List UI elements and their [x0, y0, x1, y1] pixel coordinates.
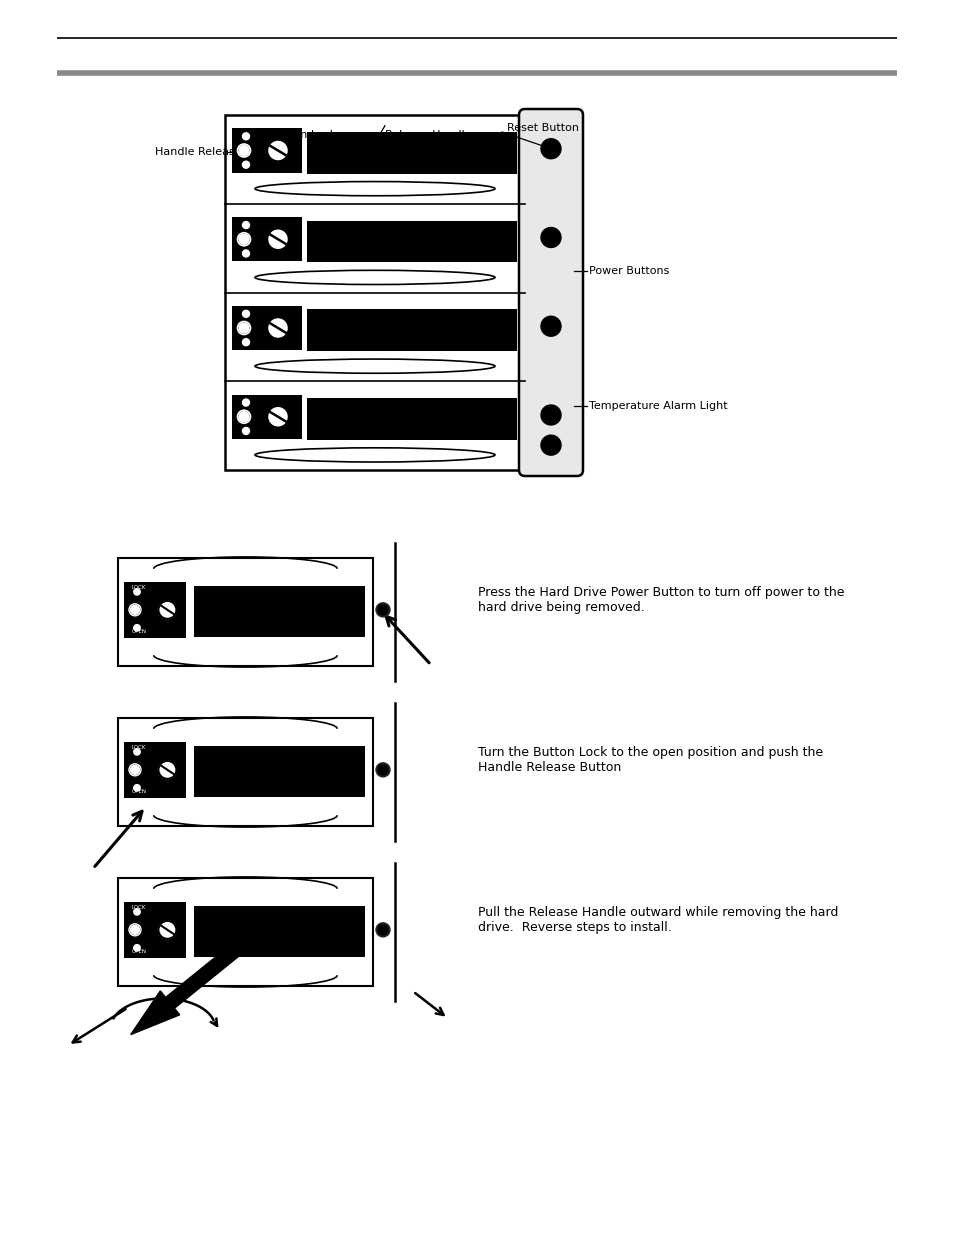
FancyBboxPatch shape — [518, 109, 582, 475]
Circle shape — [131, 766, 139, 774]
Text: Pull the Release Handle outward while removing the hard
drive.  Reverse steps to: Pull the Release Handle outward while re… — [477, 906, 838, 934]
Bar — [232, 128, 302, 173]
Circle shape — [242, 249, 250, 257]
Text: LOCK: LOCK — [132, 585, 146, 590]
Circle shape — [267, 406, 289, 427]
Text: LOCK: LOCK — [132, 905, 146, 910]
Circle shape — [158, 601, 176, 619]
Circle shape — [540, 316, 560, 336]
Bar — [232, 394, 302, 438]
Bar — [307, 309, 517, 351]
Circle shape — [377, 764, 388, 774]
Bar — [124, 582, 186, 638]
Circle shape — [133, 909, 140, 915]
Circle shape — [158, 761, 176, 779]
Circle shape — [267, 317, 289, 338]
Ellipse shape — [254, 359, 495, 373]
Circle shape — [377, 605, 388, 615]
Bar — [225, 115, 524, 471]
Circle shape — [239, 146, 249, 156]
Ellipse shape — [254, 448, 495, 462]
Text: Button Lock: Button Lock — [270, 130, 335, 140]
Circle shape — [242, 338, 250, 346]
Text: Reset Button: Reset Button — [506, 124, 578, 133]
Circle shape — [158, 921, 176, 939]
Circle shape — [131, 925, 139, 935]
Circle shape — [540, 138, 560, 159]
Circle shape — [377, 925, 388, 935]
Text: LOCK: LOCK — [132, 745, 146, 750]
Text: Handle Release: Handle Release — [154, 147, 241, 157]
Bar — [307, 398, 517, 440]
Circle shape — [133, 589, 140, 595]
Circle shape — [133, 748, 140, 755]
Circle shape — [375, 603, 390, 616]
Circle shape — [267, 228, 289, 251]
Bar — [232, 217, 302, 262]
Bar — [193, 587, 365, 636]
Circle shape — [242, 162, 250, 168]
Bar — [307, 132, 517, 174]
Bar — [124, 902, 186, 958]
Circle shape — [242, 221, 250, 228]
Text: OPEN: OPEN — [132, 950, 147, 955]
Ellipse shape — [254, 270, 495, 284]
Circle shape — [131, 605, 139, 614]
Bar — [118, 718, 373, 826]
Text: OPEN: OPEN — [132, 789, 147, 794]
Bar — [118, 558, 373, 666]
Circle shape — [540, 435, 560, 456]
Polygon shape — [131, 916, 275, 1035]
Circle shape — [242, 310, 250, 317]
Circle shape — [239, 324, 249, 333]
Bar — [193, 746, 365, 797]
Bar — [118, 878, 373, 986]
Circle shape — [242, 399, 250, 406]
Circle shape — [242, 133, 250, 140]
Circle shape — [375, 763, 390, 777]
Text: Power Buttons: Power Buttons — [588, 267, 669, 277]
Circle shape — [133, 784, 140, 790]
Text: Release Handle: Release Handle — [385, 130, 471, 140]
Circle shape — [267, 140, 289, 162]
Text: Press the Hard Drive Power Button to turn off power to the
hard drive being remo: Press the Hard Drive Power Button to tur… — [477, 585, 843, 614]
Bar — [307, 221, 517, 262]
Circle shape — [133, 625, 140, 631]
Circle shape — [540, 227, 560, 247]
Circle shape — [375, 923, 390, 937]
Text: Temperature Alarm Light: Temperature Alarm Light — [588, 401, 727, 411]
Circle shape — [133, 945, 140, 951]
Text: Turn the Button Lock to the open position and push the
Handle Release Button: Turn the Button Lock to the open positio… — [477, 746, 822, 774]
Circle shape — [239, 235, 249, 245]
Circle shape — [239, 411, 249, 421]
Circle shape — [540, 405, 560, 425]
Circle shape — [242, 427, 250, 435]
Bar — [124, 742, 186, 798]
Text: OPEN: OPEN — [132, 630, 147, 635]
Ellipse shape — [254, 182, 495, 196]
Bar — [193, 906, 365, 957]
Bar — [232, 306, 302, 351]
